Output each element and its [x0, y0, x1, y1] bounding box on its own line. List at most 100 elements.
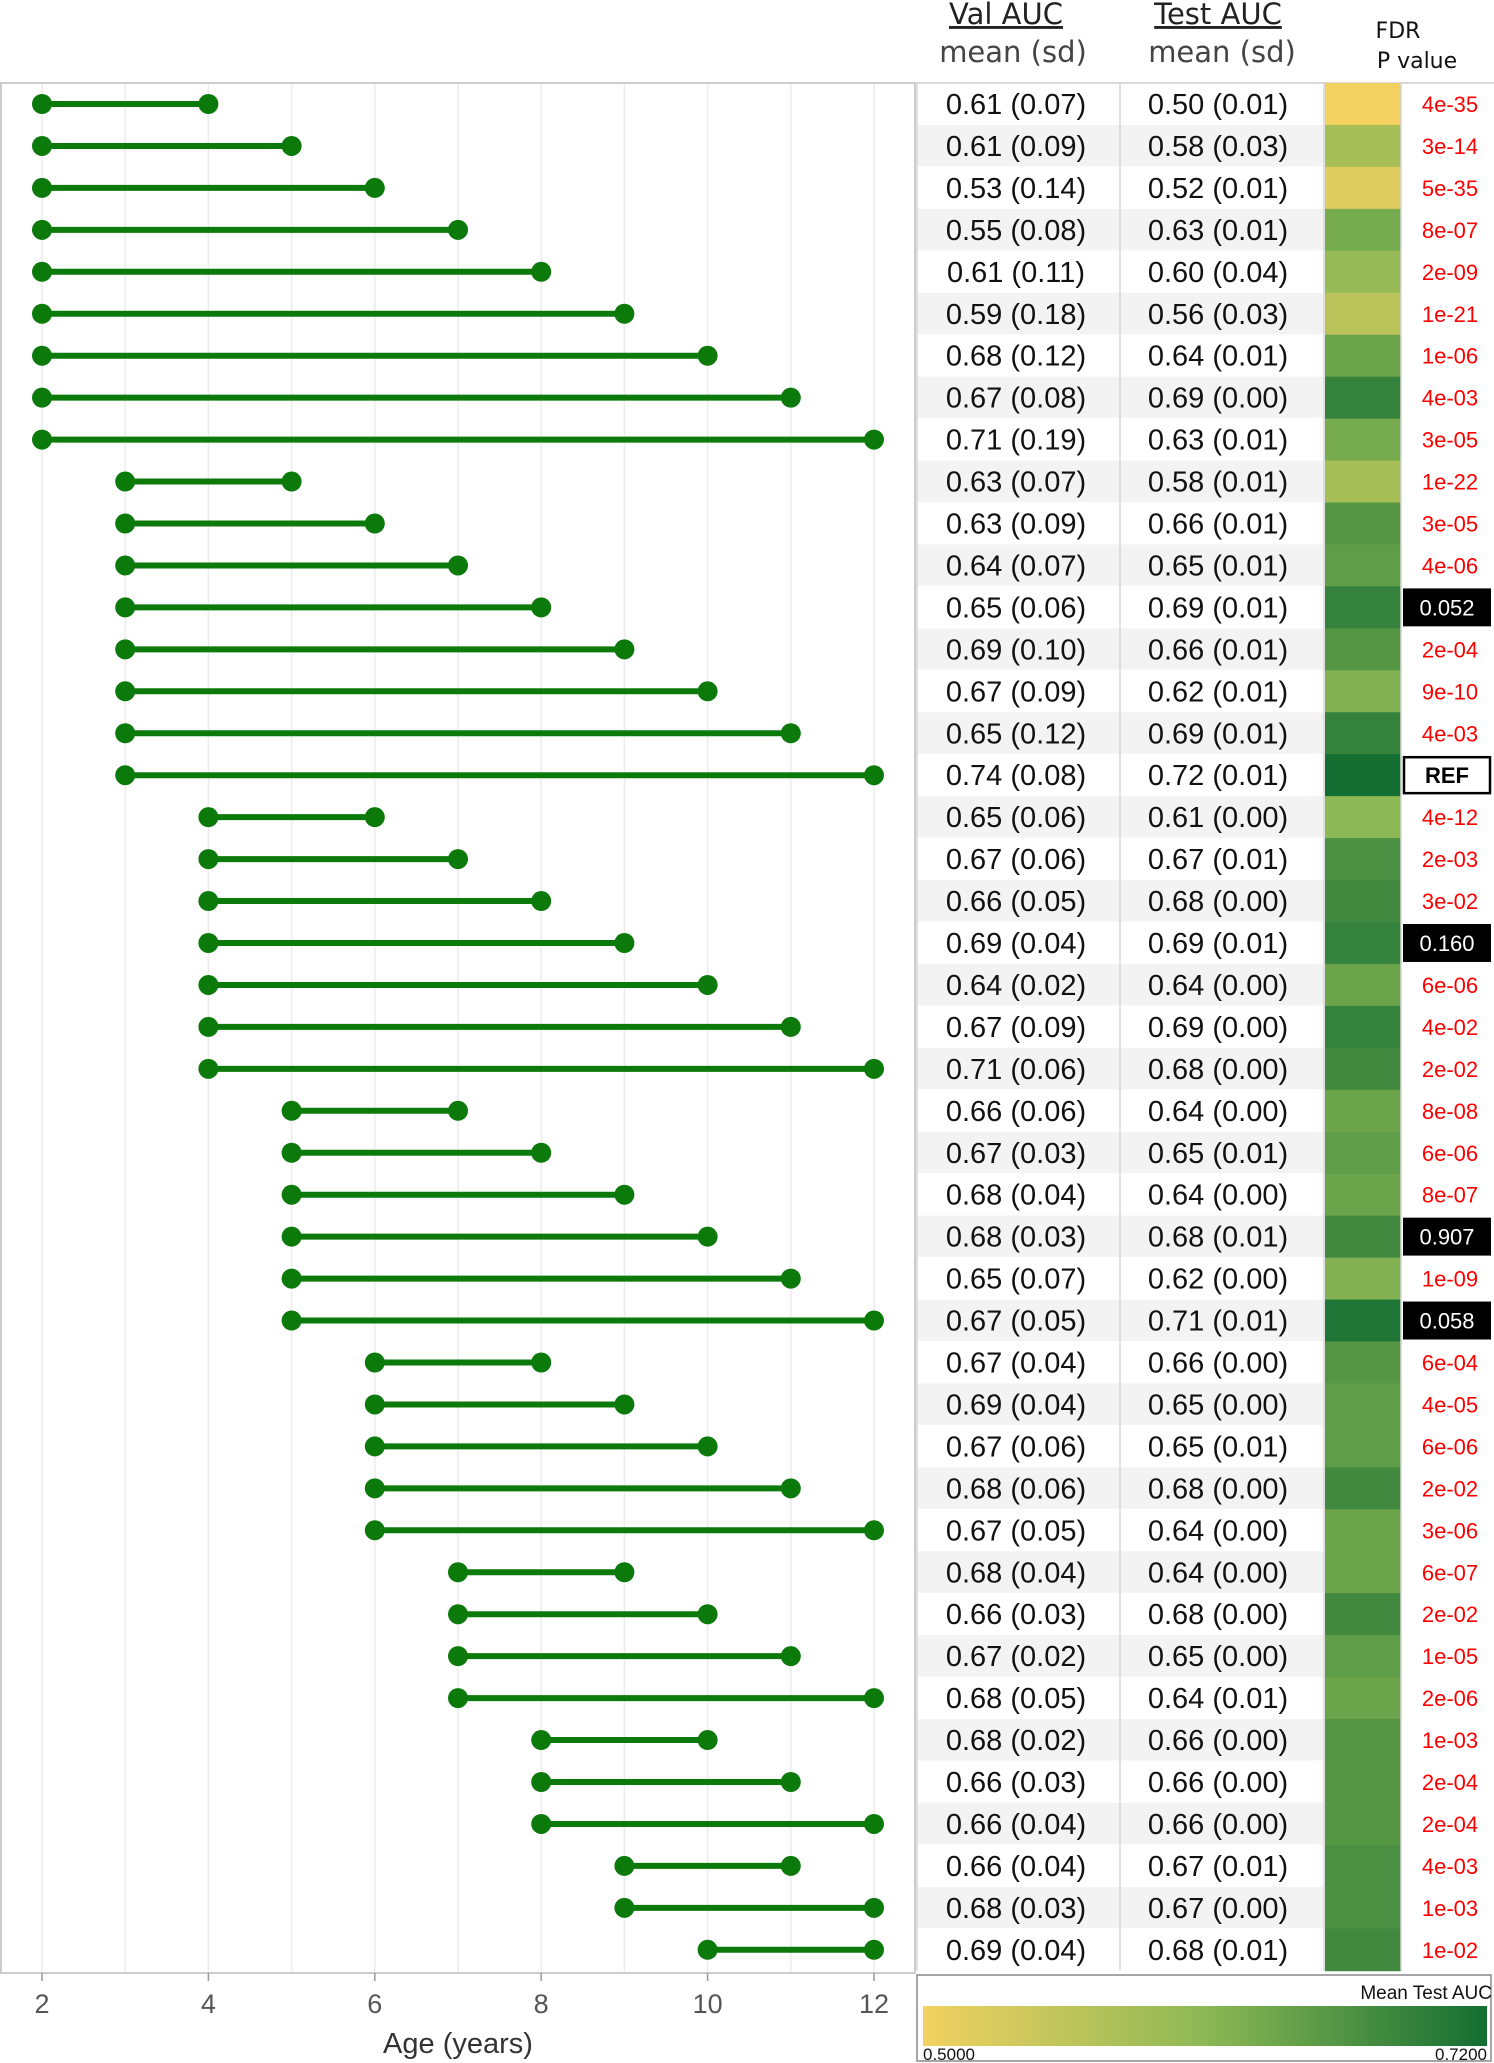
range-end-point — [448, 1100, 468, 1121]
x-axis: 2 4 6 8 10 12 — [34, 1973, 889, 2019]
test-auc-cell: 0.72 (0.01) — [1148, 760, 1288, 792]
test-auc-cell: 0.69 (0.01) — [1148, 592, 1288, 624]
val-auc-cell: 0.63 (0.07) — [946, 467, 1086, 499]
test-auc-cell: 0.64 (0.00) — [1148, 1096, 1288, 1128]
range-start-point — [531, 1772, 552, 1792]
range-end-point — [697, 681, 718, 702]
val-auc-cell: 0.68 (0.04) — [946, 1557, 1086, 1589]
val-auc-cell: 0.69 (0.04) — [946, 1935, 1086, 1967]
test-auc-cell: 0.68 (0.00) — [1148, 1473, 1288, 1505]
test-auc-heat-cell — [1325, 334, 1401, 378]
test-auc-cell: 0.62 (0.00) — [1148, 1264, 1288, 1296]
test-auc-cell: 0.65 (0.00) — [1148, 1389, 1288, 1421]
test-auc-cell: 0.68 (0.00) — [1148, 1599, 1288, 1631]
range-end-point — [697, 1436, 718, 1457]
range-end-point — [697, 345, 718, 366]
test-auc-heat-cell — [1325, 166, 1401, 210]
val-auc-cell: 0.67 (0.08) — [946, 383, 1086, 415]
range-start-point — [531, 1813, 552, 1834]
range-end-point — [864, 1897, 884, 1918]
range-start-point — [32, 345, 52, 366]
test-auc-heat-cell — [1325, 670, 1401, 713]
pvalue-cell: 1e-05 — [1422, 1644, 1478, 1669]
test-auc-heat-cell — [1325, 376, 1401, 420]
range-start-point — [32, 387, 52, 408]
val-auc-cell: 0.67 (0.04) — [946, 1348, 1086, 1380]
val-auc-cell: 0.67 (0.09) — [946, 1012, 1086, 1044]
range-start-point — [198, 849, 219, 870]
test-auc-cell: 0.69 (0.01) — [1148, 928, 1288, 960]
pvalue-cell: 4e-06 — [1422, 553, 1478, 578]
pvalue-cell: 3e-02 — [1422, 889, 1478, 914]
pvalue-cell: 8e-08 — [1422, 1099, 1478, 1124]
val-auc-cell: 0.74 (0.08) — [946, 760, 1086, 792]
range-end-point — [864, 1058, 884, 1079]
pvalue-cell: 0.907 — [1419, 1225, 1474, 1250]
test-auc-heat-cell — [1325, 586, 1401, 629]
test-auc-heat-cell — [1325, 1551, 1401, 1594]
pvalue-cell: 6e-06 — [1422, 973, 1478, 998]
range-start-point — [614, 1855, 635, 1876]
range-end-point — [780, 1478, 801, 1499]
range-end-point — [614, 1184, 635, 1205]
range-end-point — [864, 1688, 884, 1709]
range-end-point — [448, 555, 468, 576]
pvalue-cell: 0.058 — [1419, 1309, 1474, 1334]
range-end-point — [614, 639, 635, 660]
x-tick-label: 8 — [534, 1989, 549, 2019]
range-end-point — [697, 1226, 718, 1247]
plot-panel-frame — [0, 82, 916, 1974]
range-start-point — [448, 1562, 468, 1583]
pvalue-cell: 3e-05 — [1422, 512, 1478, 537]
test-auc-heat-cell — [1325, 544, 1401, 587]
test-auc-cell: 0.65 (0.01) — [1148, 1138, 1288, 1170]
range-start-point — [32, 303, 52, 324]
test-auc-cell: 0.66 (0.01) — [1148, 509, 1288, 541]
pvalue-cell: 6e-07 — [1422, 1560, 1478, 1585]
test-auc-heat-cell — [1325, 292, 1401, 336]
fdr-header: FDR — [1376, 19, 1421, 44]
test-auc-heat-cell — [1325, 1719, 1401, 1762]
pvalue-cell: 4e-03 — [1422, 721, 1478, 746]
segments-layer — [32, 94, 884, 1960]
test-auc-cell: 0.52 (0.01) — [1148, 173, 1288, 205]
x-tick-label: 12 — [859, 1989, 889, 2019]
val-auc-cell: 0.65 (0.12) — [946, 718, 1086, 750]
range-start-point — [115, 513, 136, 534]
range-end-point — [864, 1520, 884, 1541]
range-end-point — [364, 513, 385, 534]
test-auc-cell: 0.62 (0.01) — [1148, 676, 1288, 708]
pvalue-cell: 1e-06 — [1422, 344, 1478, 369]
legend-max-label: 0.7200 — [1435, 2045, 1487, 2063]
test-auc-heat-cell — [1325, 1467, 1401, 1510]
color-legend: Mean Test AUC 0.5000 0.7200 — [916, 1974, 1492, 2063]
test-auc-cell: 0.65 (0.00) — [1148, 1641, 1288, 1673]
test-auc-heat-cell — [1325, 1677, 1401, 1720]
pvalue-cell: 5e-35 — [1422, 176, 1478, 201]
pvalue-cell: 6e-06 — [1422, 1141, 1478, 1166]
range-start-point — [364, 1478, 385, 1499]
pvalue-cell: 4e-03 — [1422, 1854, 1478, 1879]
test-auc-cell: 0.67 (0.01) — [1148, 1851, 1288, 1883]
test-auc-heat-cell — [1325, 963, 1401, 1007]
test-auc-cell: 0.65 (0.01) — [1148, 1431, 1288, 1463]
val-auc-cell: 0.67 (0.05) — [946, 1515, 1086, 1547]
test-auc-cell: 0.64 (0.01) — [1148, 341, 1288, 373]
test-auc-heat-cell — [1325, 1886, 1401, 1930]
x-tick-label: 4 — [201, 1989, 216, 2019]
val-auc-cell: 0.68 (0.03) — [946, 1893, 1086, 1925]
test-auc-heat-cell — [1325, 1509, 1401, 1552]
val-auc-cell: 0.65 (0.06) — [946, 592, 1086, 624]
val-auc-cell: 0.68 (0.02) — [946, 1725, 1086, 1757]
pvalue-cell: 1e-22 — [1422, 470, 1478, 495]
val-auc-cell: 0.66 (0.03) — [946, 1599, 1086, 1631]
test-auc-heat-cell — [1325, 838, 1401, 881]
val-auc-cell: 0.68 (0.05) — [946, 1683, 1086, 1715]
test-auc-heat-cell — [1325, 1383, 1401, 1426]
test-auc-cell: 0.63 (0.01) — [1148, 425, 1288, 457]
range-start-point — [281, 1184, 302, 1205]
pvalue-cell: 3e-05 — [1422, 428, 1478, 453]
val-auc-cell: 0.67 (0.05) — [946, 1306, 1086, 1338]
val-auc-cell: 0.67 (0.06) — [946, 1431, 1086, 1463]
